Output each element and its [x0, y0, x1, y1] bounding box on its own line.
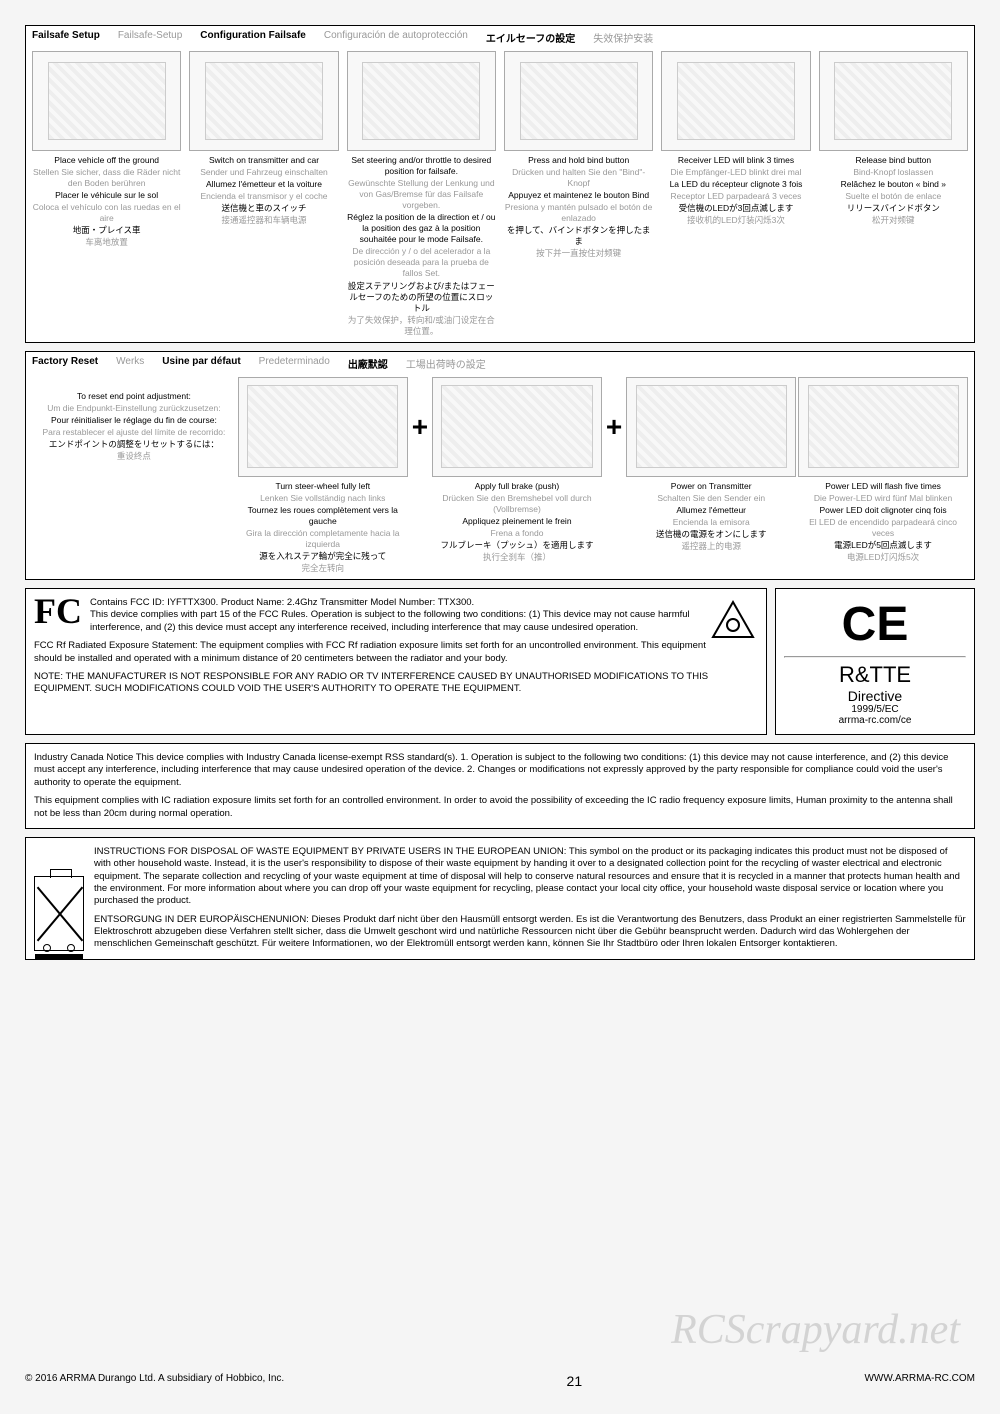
- rtte-url: arrma-rc.com/ce: [784, 715, 966, 726]
- reset-step: Power LED will flash five timesDie Power…: [798, 377, 968, 575]
- footer-left: © 2016 ARRMA Durango Ltd. A subsidiary o…: [25, 1373, 284, 1389]
- ce-logo: CE: [784, 597, 966, 652]
- failsafe-step: Receiver LED will blink 3 timesDie Empfä…: [661, 51, 810, 338]
- failsafe-step: Place vehicle off the groundStellen Sie …: [32, 51, 181, 338]
- step-illustration: [504, 51, 653, 151]
- rtte-sub: Directive: [784, 688, 966, 704]
- weee-p2: ENTSORGUNG IN DER EUROPÄISCHENUNION: Die…: [34, 914, 966, 951]
- failsafe-step: Set steering and/or throttle to desired …: [347, 51, 496, 338]
- failsafe-step: Switch on transmitter and carSender und …: [189, 51, 338, 338]
- step-illustration: [189, 51, 338, 151]
- page-number: 21: [567, 1373, 583, 1389]
- reset-header: Factory ResetWerksUsine par défautPredet…: [32, 356, 968, 371]
- footer-right: WWW.ARRMA-RC.COM: [864, 1373, 975, 1389]
- rtte-num: 1999/5/EC: [784, 704, 966, 715]
- failsafe-step: Press and hold bind buttonDrücken und ha…: [504, 51, 653, 338]
- reset-step: Apply full brake (push)Drücken Sie den B…: [432, 377, 602, 575]
- fcc-line1: Contains FCC ID: IYFTTX300. Product Name…: [34, 597, 758, 609]
- reset-step: Power on TransmitterSchalten Sie den Sen…: [626, 377, 796, 575]
- failsafe-steps: Place vehicle off the groundStellen Sie …: [32, 51, 968, 338]
- canada-p1: Industry Canada Notice This device compl…: [34, 752, 966, 789]
- failsafe-section: Failsafe SetupFailsafe-SetupConfiguratio…: [25, 25, 975, 343]
- step-illustration: [798, 377, 968, 477]
- fcc-logo: FC: [34, 597, 82, 626]
- weee-p1: INSTRUCTIONS FOR DISPOSAL OF WASTE EQUIP…: [34, 846, 966, 908]
- reset-step: Turn steer-wheel fully leftLenken Sie vo…: [238, 377, 408, 575]
- step-illustration: [661, 51, 810, 151]
- step-illustration: [432, 377, 602, 477]
- rcm-icon: [708, 597, 758, 647]
- legal-row: FC Contains FCC ID: IYFTTX300. Product N…: [25, 588, 975, 735]
- failsafe-step: Release bind buttonBind-Knopf loslassenR…: [819, 51, 968, 338]
- step-illustration: [347, 51, 496, 151]
- failsafe-header: Failsafe SetupFailsafe-SetupConfiguratio…: [32, 30, 968, 45]
- reset-intro: To reset end point adjustment:Um die End…: [32, 377, 236, 575]
- rtte-title: R&TTE: [784, 662, 966, 688]
- plus-icon: +: [604, 377, 624, 477]
- canada-box: Industry Canada Notice This device compl…: [25, 743, 975, 829]
- ce-box: CE R&TTE Directive 1999/5/EC arrma-rc.co…: [775, 588, 975, 735]
- reset-section: Factory ResetWerksUsine par défautPredet…: [25, 351, 975, 580]
- footer: © 2016 ARRMA Durango Ltd. A subsidiary o…: [25, 1373, 975, 1389]
- step-illustration: [819, 51, 968, 151]
- weee-icon: [34, 876, 84, 951]
- fcc-note: NOTE: THE MANUFACTURER IS NOT RESPONSIBL…: [34, 671, 758, 696]
- fcc-para2: FCC Rf Radiated Exposure Statement: The …: [34, 640, 758, 665]
- weee-box: INSTRUCTIONS FOR DISPOSAL OF WASTE EQUIP…: [25, 837, 975, 960]
- step-illustration: [238, 377, 408, 477]
- watermark: RCScrapyard.net: [671, 1306, 960, 1354]
- fcc-para1: This device complies with part 15 of the…: [34, 609, 758, 634]
- step-illustration: [626, 377, 796, 477]
- fcc-box: FC Contains FCC ID: IYFTTX300. Product N…: [25, 588, 767, 735]
- plus-icon: +: [410, 377, 430, 477]
- canada-p2: This equipment complies with IC radiatio…: [34, 795, 966, 820]
- reset-row: To reset end point adjustment:Um die End…: [32, 377, 968, 575]
- step-illustration: [32, 51, 181, 151]
